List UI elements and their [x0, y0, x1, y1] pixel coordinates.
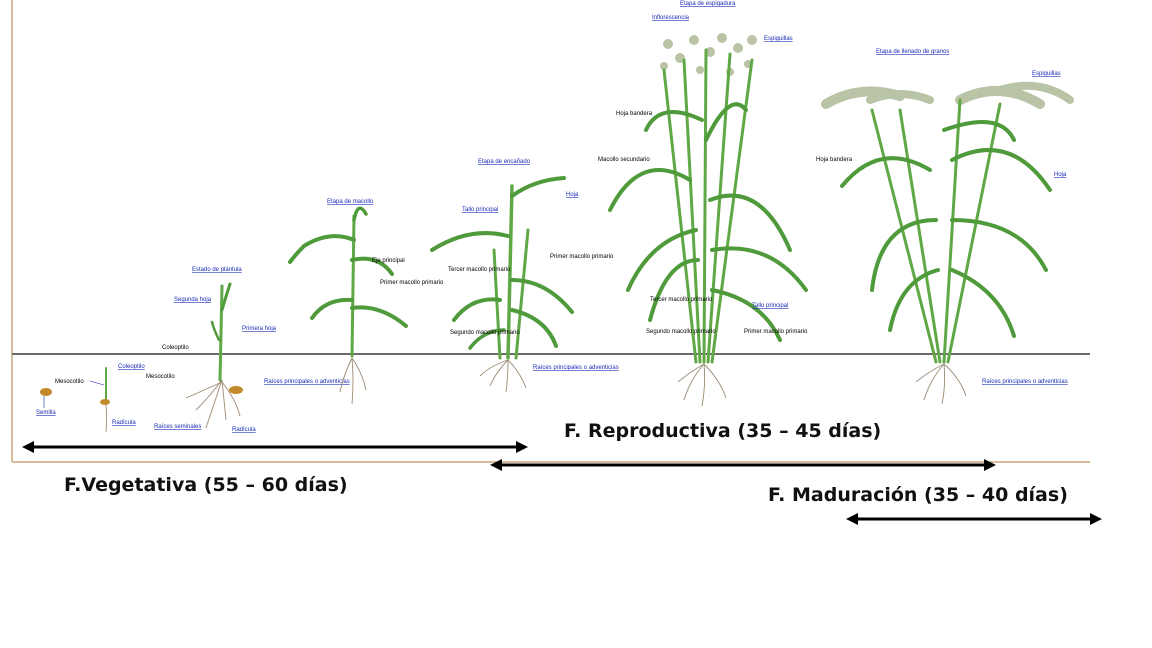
stage-plantula: Estado de plántula [192, 267, 242, 273]
stage-llenado: Etapa de llenado de granos [876, 49, 949, 55]
label-raices-adventicias: Raíces principales o adventicias [264, 379, 350, 385]
arrow-vegetativa [22, 441, 528, 453]
label-raices-adventicias-3: Raíces principales o adventicias [982, 379, 1068, 385]
elongation-stage: Etapa de encañado Tallo principal Hoja T… [430, 159, 619, 393]
tillering-stage: Etapa de macollo Eje principal Primer ma… [288, 199, 444, 405]
label-segundo-macollo-2: Segundo macollo primario [646, 329, 716, 335]
label-raices-seminales: Raíces seminales [154, 424, 201, 430]
germination-stage: Coleoptilo Mesocotilo Radícula [55, 364, 145, 433]
label-semilla: Semilla [36, 410, 56, 416]
stage-espigadura: Etapa de espigadura [680, 1, 736, 7]
label-eje-principal: Eje principal [372, 258, 405, 264]
label-mesocotilo-2: Mesocotilo [146, 374, 175, 380]
label-mesocotilo: Mesocotilo [55, 379, 84, 385]
label-tercer-macollo: Tercer macollo primario [448, 267, 511, 273]
label-radicula-2: Radícula [232, 427, 256, 433]
seedling-stage: Estado de plántula Segunda hoja Primera … [146, 267, 350, 433]
label-espiguillas-2: Espiguillas [1032, 71, 1061, 77]
label-segundo-macollo: Segundo macollo primario [450, 330, 520, 336]
label-primer-macollo: Primer macollo primario [380, 280, 444, 286]
label-tallo-principal: Tallo principal [462, 207, 498, 213]
label-raices-adventicias-2: Raíces principales o adventicias [533, 365, 619, 371]
label-coleoptilo-2: Coleoptilo [162, 345, 189, 351]
label-primer-macollo-2: Primer macollo primario [550, 254, 614, 260]
label-primera-hoja: Primera hoja [242, 326, 277, 332]
stage-encanado: Etapa de encañado [478, 159, 531, 165]
label-primer-macollo-3: Primer macollo primario [744, 329, 808, 335]
label-tercer-macollo-2: Tercer macollo primario [650, 297, 713, 303]
label-radicula: Radícula [112, 420, 136, 426]
label-hoja: Hoja [566, 192, 579, 198]
phase-reproductiva: F. Reproductiva (35 – 45 días) [564, 420, 882, 442]
stage-macollo: Etapa de macollo [327, 199, 374, 205]
label-macollo-secundario: Macollo secundario [598, 157, 650, 163]
seed-stage: Semilla [36, 388, 56, 416]
label-tallo-principal-2: Tallo principal [752, 303, 788, 309]
phase-vegetativa: F.Vegetativa (55 – 60 días) [64, 474, 348, 496]
label-coleoptilo: Coleoptilo [118, 364, 145, 370]
label-inflorescencia: Inflorescencia [652, 15, 690, 21]
label-segunda-hoja: Segunda hoja [174, 297, 212, 303]
label-espiguillas: Espiguillas [764, 36, 793, 42]
heading-stage: Etapa de espigadura Inflorescencia Espig… [598, 1, 808, 407]
label-hoja-bandera: Hoja bandera [616, 111, 653, 117]
label-hoja-2: Hoja [1054, 172, 1067, 178]
arrow-maduracion [846, 513, 1102, 525]
phase-maduracion: F. Maduración (35 – 40 días) [768, 484, 1068, 506]
grain-filling-stage: Etapa de llenado de granos Espiguillas H… [816, 49, 1074, 405]
label-hoja-bandera-2: Hoja bandera [816, 157, 853, 163]
arrow-reproductiva [490, 459, 996, 471]
